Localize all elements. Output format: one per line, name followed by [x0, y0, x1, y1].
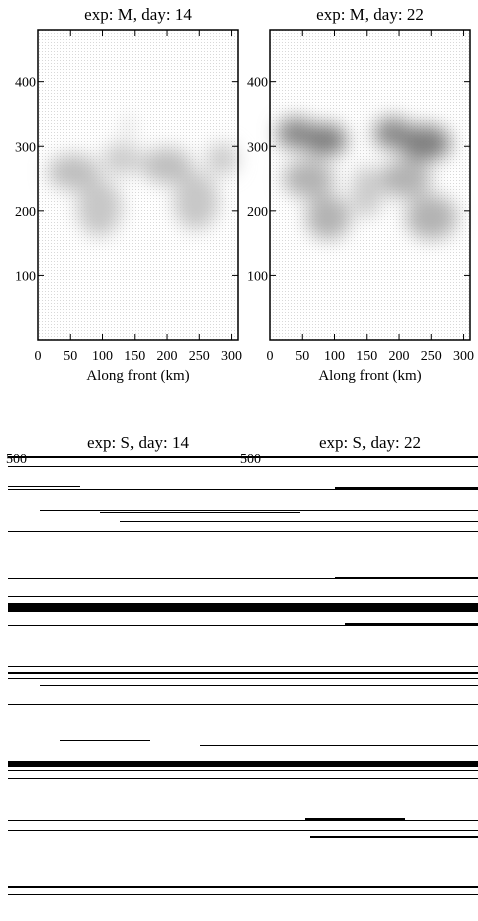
heatmap-blob: [350, 165, 383, 218]
y-tick-label: 500: [240, 452, 261, 467]
panel-s-day14: exp: S, day: 14 500: [6, 433, 189, 467]
x-tick-label: 100: [324, 349, 345, 364]
heatmap-blob: [173, 172, 219, 231]
streak-line: [100, 512, 300, 513]
heatmap-features: [276, 117, 458, 240]
streak-line: [8, 820, 478, 821]
y-tick-label: 500: [6, 452, 27, 467]
panel-title: exp: S, day: 22: [319, 433, 421, 452]
heatmap-blob: [205, 143, 238, 176]
heatmap-blob: [405, 194, 458, 240]
panel-m-day22: exp: M, day: 22 100 200 300 400 0 50 100 150 20…: [247, 5, 474, 384]
panel-m-day14: exp: M, day: 14 100 200 300 400 0 50 100 150 20…: [15, 5, 242, 384]
streak-line: [8, 770, 478, 771]
x-tick-label: 0: [267, 349, 274, 364]
y-tick-label: 100: [15, 269, 36, 284]
heatmap-blob: [141, 147, 193, 184]
panel-s-day22: exp: S, day: 22 500: [240, 433, 421, 467]
streak-line: [40, 685, 478, 686]
streak-line: [8, 486, 80, 487]
x-tick-label: 300: [221, 349, 242, 364]
streak-line: [8, 894, 478, 895]
heatmap-blob: [305, 194, 351, 240]
x-ticks: 0 50 100 150 200 250 300: [267, 30, 474, 364]
x-tick-label: 100: [92, 349, 113, 364]
y-ticks: 100 200 300 400: [247, 76, 470, 284]
streak-line: [8, 625, 478, 626]
panel-title: exp: M, day: 14: [84, 5, 192, 24]
streak-line: [8, 830, 478, 831]
x-axis-label: Along front (km): [318, 368, 421, 384]
y-tick-label: 100: [247, 269, 268, 284]
streak-line: [8, 596, 478, 597]
x-tick-label: 250: [421, 349, 442, 364]
streak-line: [8, 704, 478, 705]
heatmap-blob: [102, 143, 142, 176]
x-tick-label: 300: [453, 349, 474, 364]
streak-line: [8, 603, 478, 611]
streak-line: [8, 778, 478, 779]
x-tick-label: 0: [35, 349, 42, 364]
streak-line: [8, 678, 478, 679]
streak-line: [8, 531, 478, 532]
y-tick-label: 200: [247, 205, 268, 220]
heatmap-blob: [76, 178, 122, 237]
heatmap-blob: [124, 115, 133, 139]
streak-line: [8, 672, 478, 674]
streak-line: [305, 818, 405, 820]
x-tick-label: 50: [63, 349, 77, 364]
streak-line: [335, 487, 478, 490]
streak-line: [8, 611, 478, 612]
streak-line: [8, 578, 478, 579]
streak-line: [200, 745, 478, 746]
x-tick-label: 50: [295, 349, 309, 364]
panel-title: exp: S, day: 14: [87, 433, 189, 452]
x-ticks: 0 50 100 150 200 250 300: [35, 30, 242, 364]
y-tick-label: 200: [15, 205, 36, 220]
streak-line: [40, 510, 478, 511]
x-tick-label: 200: [157, 349, 178, 364]
streak-line: [120, 521, 478, 522]
streak-line: [8, 466, 478, 467]
corrupted-streaks: [8, 456, 478, 895]
y-ticks: 100 200 300 400: [15, 76, 238, 284]
streak-line: [8, 489, 478, 490]
x-tick-label: 250: [189, 349, 210, 364]
streak-line: [8, 666, 478, 667]
streak-line: [8, 886, 478, 888]
x-tick-label: 150: [356, 349, 377, 364]
y-tick-label: 300: [247, 140, 268, 155]
y-tick-label: 400: [247, 76, 268, 91]
x-axis-label: Along front (km): [86, 368, 189, 384]
streak-line: [8, 456, 478, 458]
plot-frame: [269, 29, 471, 341]
heatmap-blob: [302, 123, 348, 156]
streak-line: [335, 577, 478, 579]
streak-line: [345, 623, 478, 626]
x-tick-label: 150: [124, 349, 145, 364]
heatmap-blob: [282, 159, 335, 198]
heatmap-features: [47, 115, 238, 237]
heatmap-blob: [379, 159, 432, 198]
x-tick-label: 200: [389, 349, 410, 364]
plot-frame: [37, 29, 239, 341]
y-tick-label: 300: [15, 140, 36, 155]
streak-line: [310, 836, 478, 838]
y-tick-label: 400: [15, 76, 36, 91]
heatmap-blob: [399, 124, 451, 162]
panel-title: exp: M, day: 22: [316, 5, 424, 24]
streak-line: [60, 740, 150, 741]
streak-line: [8, 761, 478, 767]
heatmap-blob: [47, 154, 100, 191]
